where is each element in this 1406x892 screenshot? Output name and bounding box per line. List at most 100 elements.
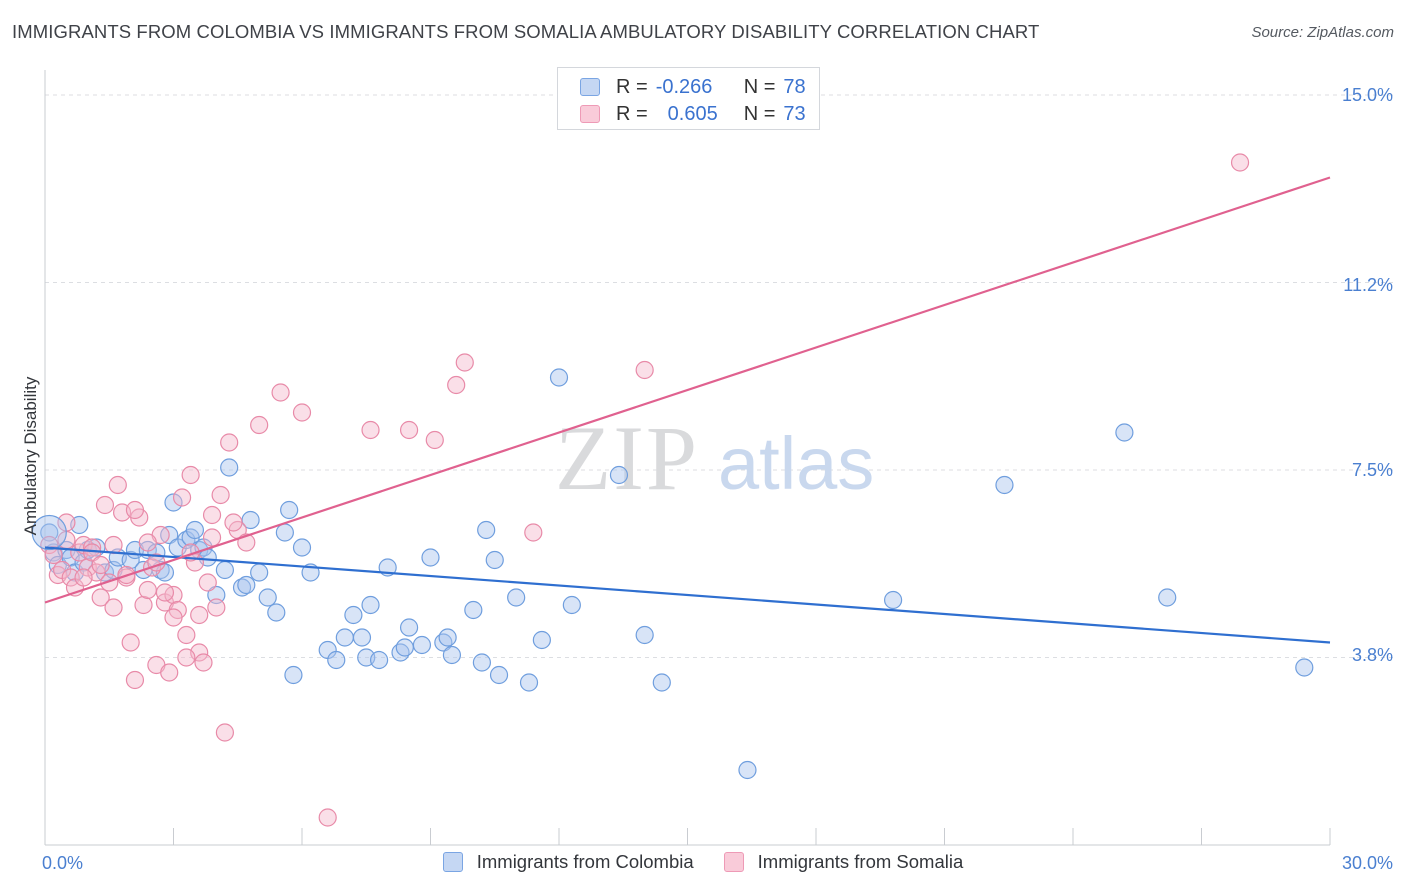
data-point [519,673,539,692]
data-point [361,420,380,440]
data-point [91,555,110,575]
data-point [399,618,419,637]
data-point [455,353,474,372]
n-label: N = [743,102,776,125]
data-point [258,588,277,607]
data-point-large [31,514,67,551]
data-point [635,625,654,645]
trendline-0 [44,546,1331,644]
data-point [399,420,419,440]
data-point [425,430,444,450]
data-point [652,673,671,692]
data-point [164,493,183,512]
legend-label-somalia: Immigrants from Somalia [757,851,964,872]
data-point [447,375,466,395]
r-value: -0.266 [655,75,713,98]
data-point [91,588,110,607]
data-point [883,590,903,610]
data-point [181,465,200,485]
data-point [125,670,145,690]
swatch-somalia-icon [580,105,600,123]
data-point [271,383,290,402]
data-point [485,550,504,570]
data-point [352,628,372,647]
legend-swatch-colombia-icon [442,852,463,872]
data-point [211,485,230,505]
series-1 [40,153,1250,827]
data-point [507,588,526,607]
data-point [995,475,1014,495]
data-point [421,548,440,567]
data-point [237,575,256,595]
data-point [562,595,581,615]
series-legend: Immigrants from Colombia Immigrants from… [0,851,1406,873]
data-point [275,523,294,542]
data-point [220,433,239,452]
n-value: 78 [783,75,806,98]
data-point [138,580,157,600]
data-point [95,495,115,515]
n-label: N = [743,75,776,98]
y-tick-label-1: 7.5% [1352,460,1393,480]
data-point [125,500,145,520]
data-point [155,583,175,602]
watermark-atlas: atlas [718,422,874,505]
data-point [104,535,123,555]
data-point [549,368,569,387]
legend-item-somalia[interactable]: Immigrants from Somalia [723,851,964,873]
data-point [74,568,93,587]
data-point [250,563,269,582]
data-point [61,568,80,587]
x-tick-label-0: 0.0% [42,853,83,873]
data-point [121,633,140,652]
legend-swatch-somalia-icon [723,852,744,872]
legend-item-colombia[interactable]: Immigrants from Colombia [442,851,694,873]
data-point [202,528,222,547]
data-point [202,505,222,525]
data-point [1230,153,1250,172]
data-point [609,465,629,485]
data-point [160,663,179,682]
legend-label-colombia: Immigrants from Colombia [476,851,694,872]
legend-row-colombia: R = -0.266 N = 78 [580,74,806,100]
data-point [177,648,196,667]
data-point [442,645,462,665]
data-point [134,595,153,615]
data-point [292,403,312,422]
trend-layer [44,176,1331,644]
data-point [121,550,140,570]
data-point [177,625,196,645]
watermark: ZIP atlas [555,407,874,509]
r-value: 0.605 [667,102,718,125]
data-point [1115,423,1134,442]
data-point [532,630,551,650]
y-tick-label-2: 11.2% [1343,275,1393,295]
y-axis-label: Ambulatory Disability [21,376,40,535]
n-value: 73 [783,102,806,125]
data-point [138,533,157,552]
data-point [100,573,119,592]
data-point [292,538,312,557]
data-point [215,723,234,742]
chart-title: IMMIGRANTS FROM COLOMBIA VS IMMIGRANTS F… [12,21,1040,42]
data-point [370,650,389,670]
data-point [361,595,380,615]
data-point [738,760,757,780]
data-point [220,458,239,477]
data-point [224,513,243,532]
data-point [194,653,213,672]
data-point [472,653,491,672]
watermark-zip: ZIP [555,407,699,509]
tick-labels: 3.8% 7.5% 11.2% 15.0% 0.0% 30.0% [42,85,1393,873]
y-tick-label-0: 3.8% [1352,645,1393,665]
data-point [464,600,483,620]
data-point [44,545,63,565]
data-point [250,415,269,435]
trendline-1 [44,176,1331,604]
data-point [207,598,226,617]
data-point [267,603,286,622]
data-point [190,605,209,625]
r-label: R = [616,102,648,125]
data-point [318,808,337,827]
data-point [108,475,127,495]
